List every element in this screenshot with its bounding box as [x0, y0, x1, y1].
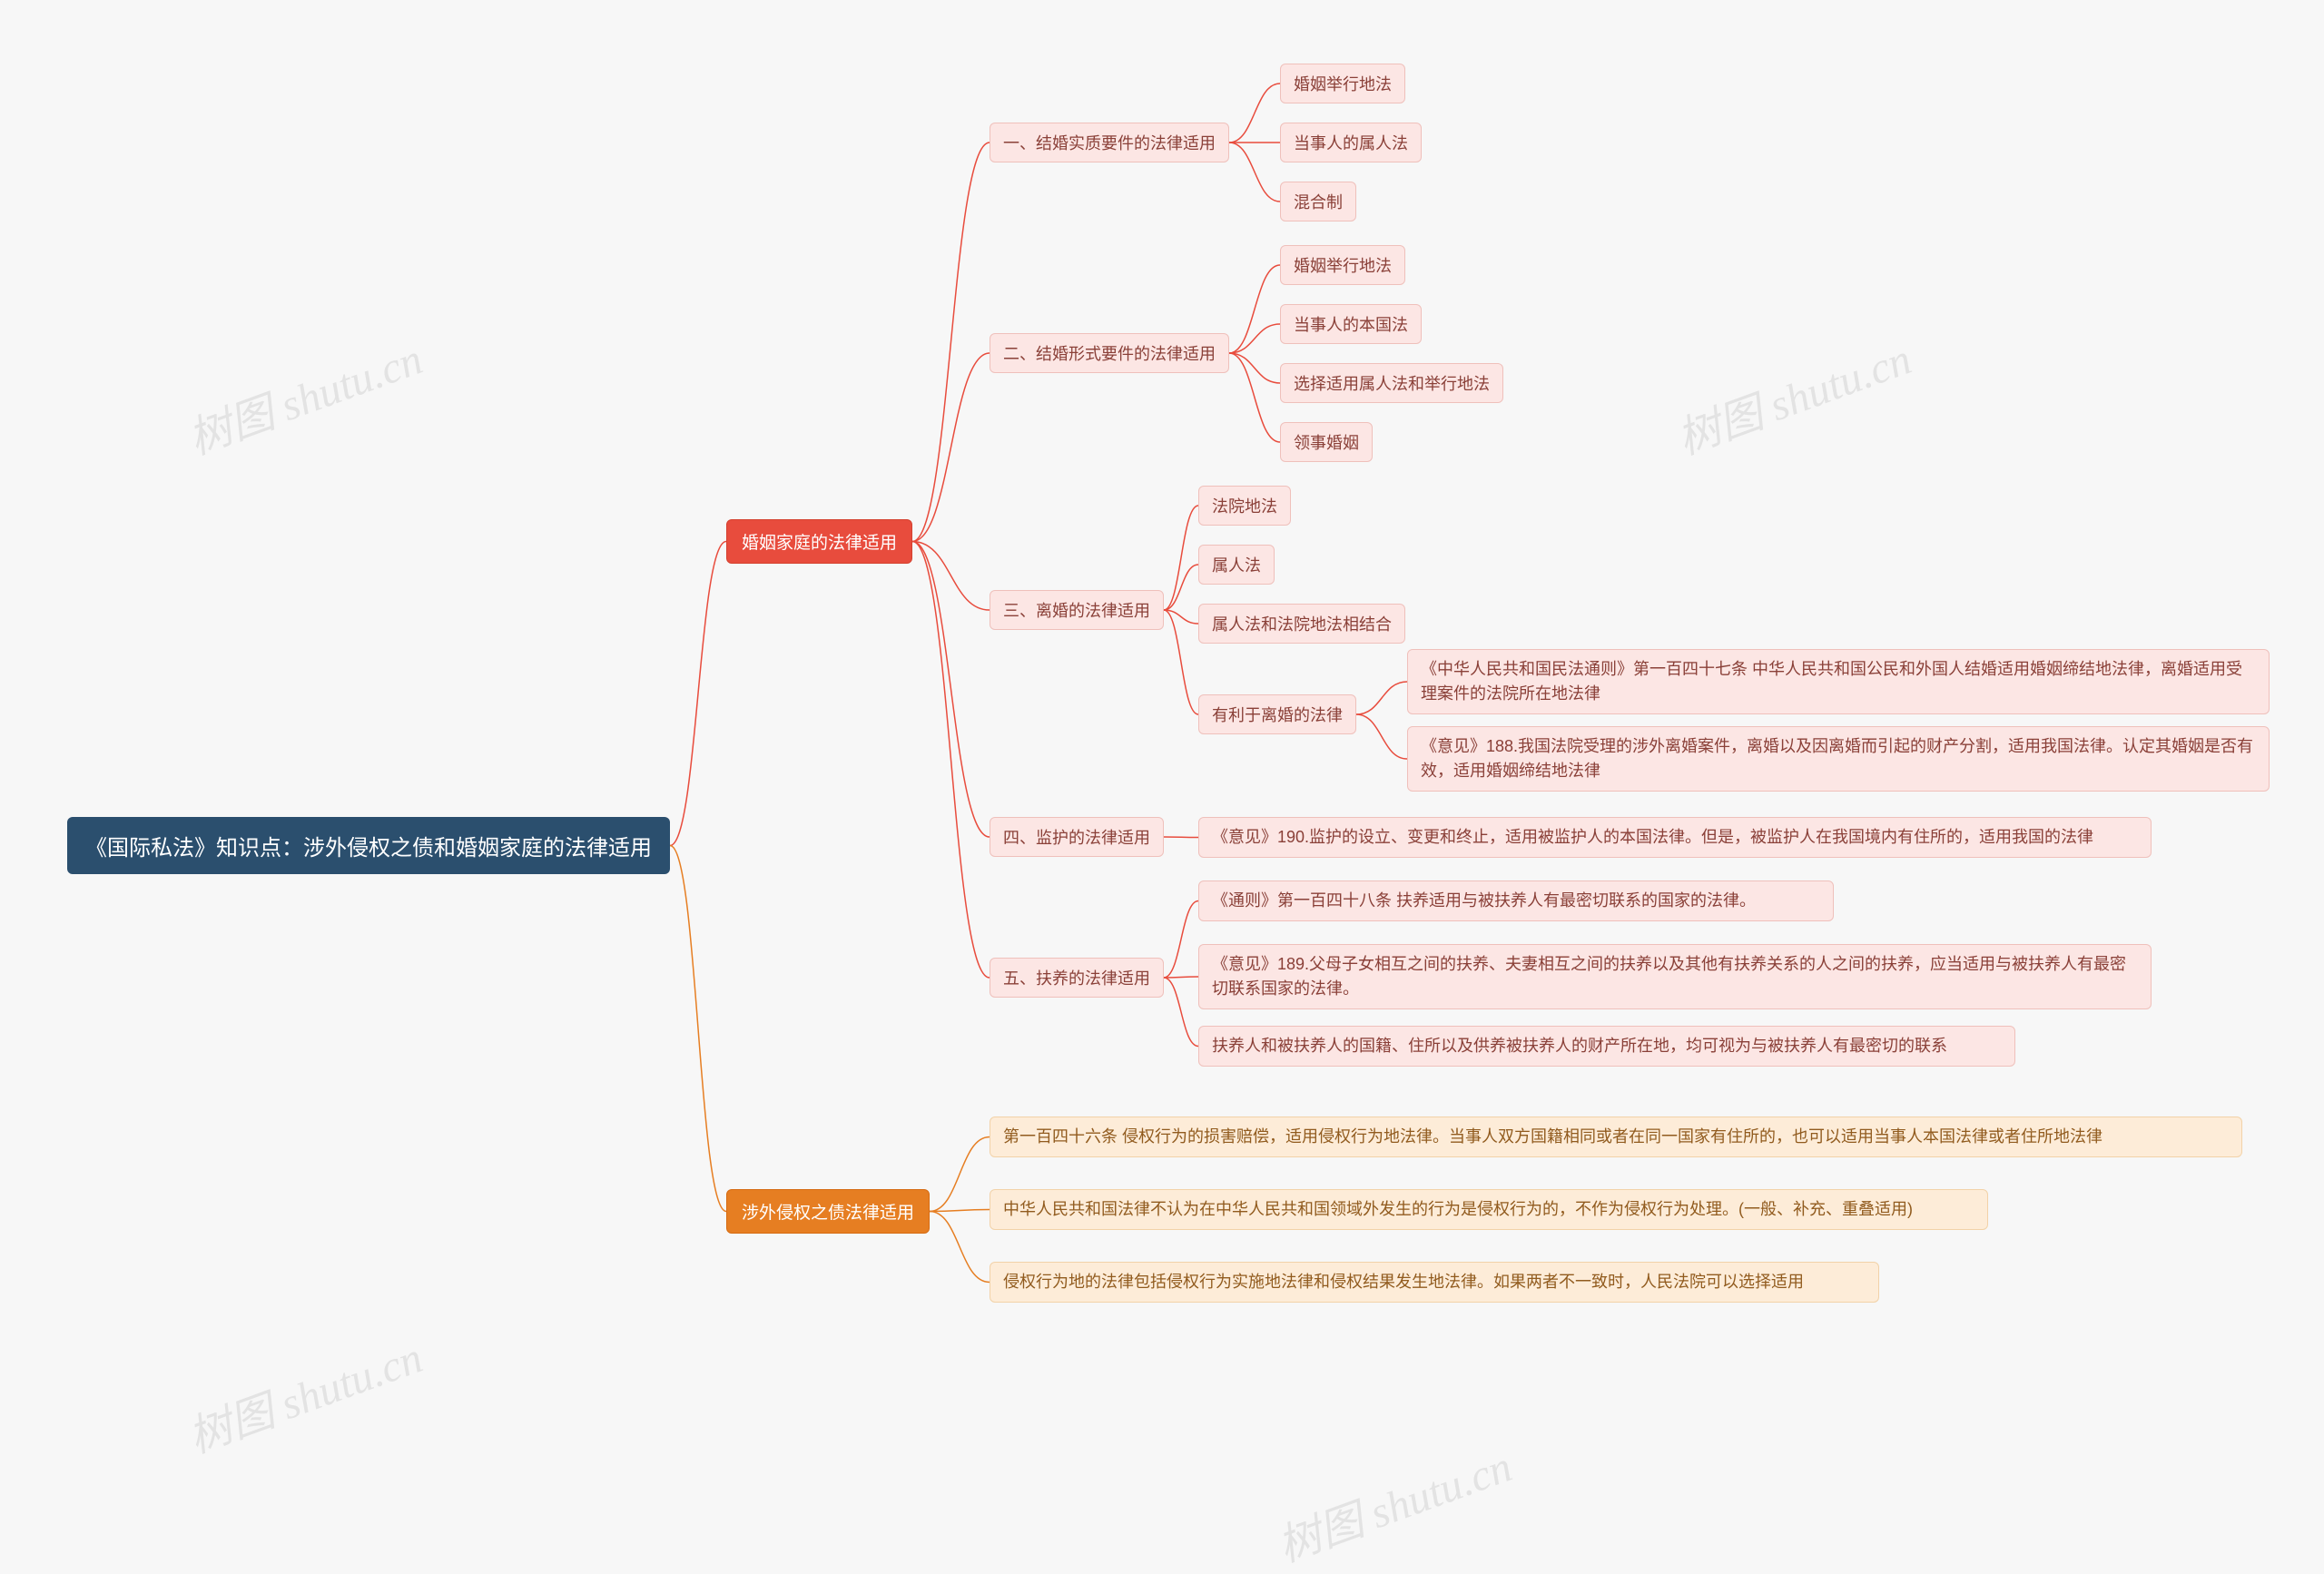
watermark: 树图 shutu.cn: [1267, 1431, 1519, 1574]
leaf-node[interactable]: 中华人民共和国法律不认为在中华人民共和国领域外发生的行为是侵权行为的，不作为侵权…: [990, 1189, 1988, 1230]
leaf-node[interactable]: 法院地法: [1198, 486, 1291, 526]
leaf-node[interactable]: 《通则》第一百四十八条 扶养适用与被扶养人有最密切联系的国家的法律。: [1198, 880, 1834, 921]
leaf-node[interactable]: 属人法: [1198, 545, 1275, 585]
leaf-node[interactable]: 扶养人和被扶养人的国籍、住所以及供养被扶养人的财产所在地，均可视为与被扶养人有最…: [1198, 1026, 2015, 1067]
leaf-node[interactable]: 领事婚姻: [1280, 422, 1373, 462]
leaf-node[interactable]: 《中华人民共和国民法通则》第一百四十七条 中华人民共和国公民和外国人结婚适用婚姻…: [1407, 649, 2270, 714]
sub-node[interactable]: 五、扶养的法律适用: [990, 958, 1164, 998]
watermark: 树图 shutu.cn: [178, 1322, 429, 1465]
branch-marriage-family[interactable]: 婚姻家庭的法律适用: [726, 519, 912, 564]
sub-node[interactable]: 有利于离婚的法律: [1198, 694, 1356, 734]
watermark: 树图 shutu.cn: [1667, 323, 1918, 467]
leaf-node[interactable]: 婚姻举行地法: [1280, 64, 1405, 103]
leaf-node[interactable]: 《意见》190.监护的设立、变更和终止，适用被监护人的本国法律。但是，被监护人在…: [1198, 817, 2152, 858]
leaf-node[interactable]: 婚姻举行地法: [1280, 245, 1405, 285]
sub-node[interactable]: 一、结婚实质要件的法律适用: [990, 123, 1229, 162]
root-node[interactable]: 《国际私法》知识点：涉外侵权之债和婚姻家庭的法律适用: [67, 817, 670, 874]
leaf-node[interactable]: 《意见》189.父母子女相互之间的扶养、夫妻相互之间的扶养以及其他有扶养关系的人…: [1198, 944, 2152, 1009]
leaf-node[interactable]: 属人法和法院地法相结合: [1198, 604, 1405, 644]
leaf-node[interactable]: 混合制: [1280, 182, 1356, 221]
watermark: 树图 shutu.cn: [178, 323, 429, 467]
sub-node[interactable]: 四、监护的法律适用: [990, 817, 1164, 857]
leaf-node[interactable]: 当事人的本国法: [1280, 304, 1422, 344]
leaf-node[interactable]: 当事人的属人法: [1280, 123, 1422, 162]
leaf-node[interactable]: 选择适用属人法和举行地法: [1280, 363, 1503, 403]
leaf-node[interactable]: 侵权行为地的法律包括侵权行为实施地法律和侵权结果发生地法律。如果两者不一致时，人…: [990, 1262, 1879, 1303]
branch-tort-debt[interactable]: 涉外侵权之债法律适用: [726, 1189, 930, 1234]
sub-node[interactable]: 三、离婚的法律适用: [990, 590, 1164, 630]
sub-node[interactable]: 二、结婚形式要件的法律适用: [990, 333, 1229, 373]
leaf-node[interactable]: 第一百四十六条 侵权行为的损害赔偿，适用侵权行为地法律。当事人双方国籍相同或者在…: [990, 1117, 2242, 1157]
leaf-node[interactable]: 《意见》188.我国法院受理的涉外离婚案件，离婚以及因离婚而引起的财产分割，适用…: [1407, 726, 2270, 792]
